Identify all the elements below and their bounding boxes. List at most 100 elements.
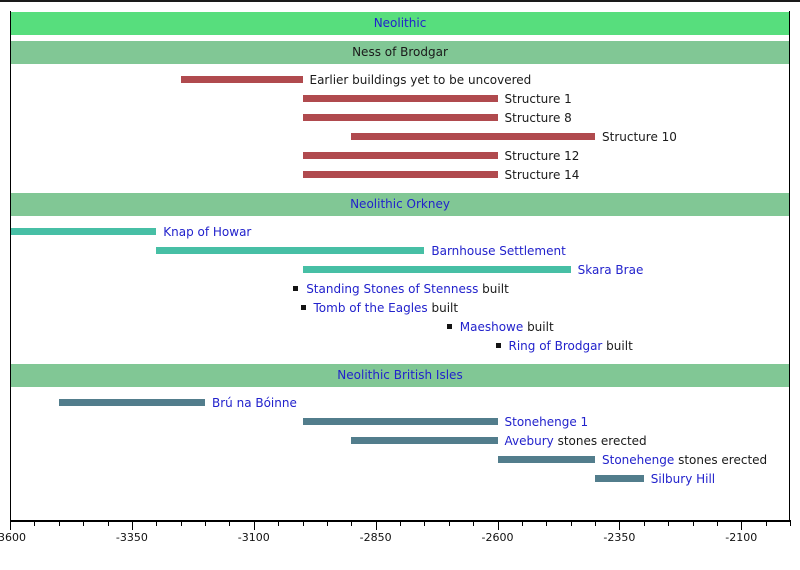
header-neolithic: Neolithic (11, 12, 789, 35)
axis-major-tick (497, 522, 499, 530)
link-neolithic[interactable]: Neolithic (373, 16, 427, 30)
axis-major-tick (131, 522, 133, 530)
bar-silbury-hill (595, 475, 644, 482)
text-built: built (478, 282, 509, 296)
axis-minor-tick (716, 522, 718, 526)
text-built: built (523, 320, 554, 334)
axis-minor-tick (790, 522, 791, 526)
event-marker-tomb-of-the-eagles (300, 305, 306, 310)
link-standing-stones-of-stenness[interactable]: Standing Stones of Stenness (306, 282, 479, 296)
header-ness-of-brodgar: Ness of Brodgar (11, 41, 789, 64)
event-label-standing-stones-of-stenness: Standing Stones of Stenness built (306, 281, 509, 297)
link-knap-of-howar[interactable]: Knap of Howar (163, 225, 252, 239)
bar-skara-brae (302, 266, 571, 273)
axis-minor-tick (448, 522, 450, 526)
link-br-na-b-inne[interactable]: Brú na Bóinne (212, 396, 297, 410)
link-neolithic-british-isles[interactable]: Neolithic British Isles (337, 368, 463, 382)
text-built: built (427, 301, 459, 315)
bar-knap-of-howar (11, 228, 157, 235)
bar-label-skara-brae: Skara Brae (578, 262, 644, 278)
link-stonehenge-1[interactable]: Stonehenge 1 (504, 415, 589, 429)
bar-label-structure-1: Structure 1 (505, 91, 572, 107)
bar-label-barnhouse-settlement: Barnhouse Settlement (431, 243, 565, 259)
header-neolithic-orkney: Neolithic Orkney (11, 193, 789, 216)
bar-structure-1 (302, 95, 498, 102)
text-stones-erected: stones erected (553, 434, 647, 448)
axis-major-tick (253, 522, 255, 530)
plot-frame (10, 11, 790, 520)
text-ness-of-brodgar: Ness of Brodgar (352, 45, 448, 59)
bar-label-avebury: Avebury stones erected (505, 433, 647, 449)
axis-tick-label: -2350 (603, 531, 636, 544)
x-axis-line (10, 520, 791, 522)
link-maeshowe[interactable]: Maeshowe (459, 320, 524, 334)
event-marker-ring-of-brodgar (495, 343, 501, 348)
axis-minor-tick (205, 522, 206, 526)
event-label-tomb-of-the-eagles: Tomb of the Eagles built (314, 300, 459, 316)
axis-minor-tick (107, 522, 109, 526)
axis-minor-tick (424, 522, 426, 526)
bar-label-stonehenge: Stonehenge stones erected (602, 452, 767, 468)
bar-stonehenge-1 (302, 418, 498, 425)
link-barnhouse-settlement[interactable]: Barnhouse Settlement (431, 244, 566, 258)
axis-tick-label: -2600 (481, 531, 514, 544)
link-tomb-of-the-eagles[interactable]: Tomb of the Eagles (313, 301, 428, 315)
axis-minor-tick (570, 522, 572, 526)
event-marker-standing-stones-of-stenness (293, 286, 299, 291)
text-structure-8: Structure 8 (504, 111, 572, 125)
bar-avebury (351, 437, 498, 444)
axis-minor-tick (473, 522, 475, 526)
text-structure-12: Structure 12 (504, 149, 580, 163)
axis-minor-tick (521, 522, 523, 526)
bar-label-knap-of-howar: Knap of Howar (163, 224, 251, 240)
bar-earlier-buildings-yet-to-be-uncovered (180, 76, 303, 83)
axis-minor-tick (400, 522, 401, 526)
bar-label-structure-12: Structure 12 (505, 148, 580, 164)
axis-minor-tick (595, 522, 596, 526)
bar-label-structure-10: Structure 10 (602, 129, 677, 145)
text-structure-14: Structure 14 (504, 168, 580, 182)
bar-label-structure-8: Structure 8 (505, 110, 572, 126)
bar-label-silbury-hill: Silbury Hill (651, 471, 715, 487)
link-silbury-hill[interactable]: Silbury Hill (650, 472, 716, 486)
axis-minor-tick (692, 522, 694, 526)
bar-label-structure-14: Structure 14 (505, 167, 580, 183)
axis-tick-label: -3100 (237, 531, 270, 544)
image-top-border (0, 0, 800, 2)
axis-minor-tick (58, 522, 60, 526)
event-label-maeshowe: Maeshowe built (460, 319, 554, 335)
axis-tick-label: -3350 (115, 531, 148, 544)
link-ring-of-brodgar[interactable]: Ring of Brodgar (508, 339, 603, 353)
axis-minor-tick (326, 522, 328, 526)
text-built: built (602, 339, 633, 353)
axis-minor-tick (668, 522, 670, 526)
text-structure-1: Structure 1 (504, 92, 572, 106)
axis-minor-tick (351, 522, 353, 526)
event-label-ring-of-brodgar: Ring of Brodgar built (509, 338, 633, 354)
bar-stonehenge (497, 456, 595, 463)
axis-minor-tick (180, 522, 182, 526)
axis-minor-tick (156, 522, 158, 526)
axis-minor-tick (229, 522, 231, 526)
link-stonehenge[interactable]: Stonehenge (602, 453, 675, 467)
link-skara-brae[interactable]: Skara Brae (577, 263, 644, 277)
axis-major-tick (375, 522, 377, 530)
bar-label-br-na-b-inne: Brú na Bóinne (212, 395, 297, 411)
bar-structure-12 (302, 152, 498, 159)
axis-tick-label: -2100 (725, 531, 758, 544)
axis-tick-label: -3600 (0, 531, 26, 544)
bar-structure-10 (351, 133, 595, 140)
bar-structure-14 (302, 171, 498, 178)
axis-minor-tick (34, 522, 36, 526)
link-avebury[interactable]: Avebury (504, 434, 554, 448)
text-structure-10: Structure 10 (602, 130, 677, 144)
axis-minor-tick (83, 522, 85, 526)
axis-minor-tick (546, 522, 548, 526)
event-marker-maeshowe (446, 324, 452, 329)
axis-minor-tick (643, 522, 645, 526)
link-neolithic-orkney[interactable]: Neolithic Orkney (350, 197, 450, 211)
text-earlier-buildings-yet-to-be-uncovered: Earlier buildings yet to be uncovered (309, 73, 532, 87)
